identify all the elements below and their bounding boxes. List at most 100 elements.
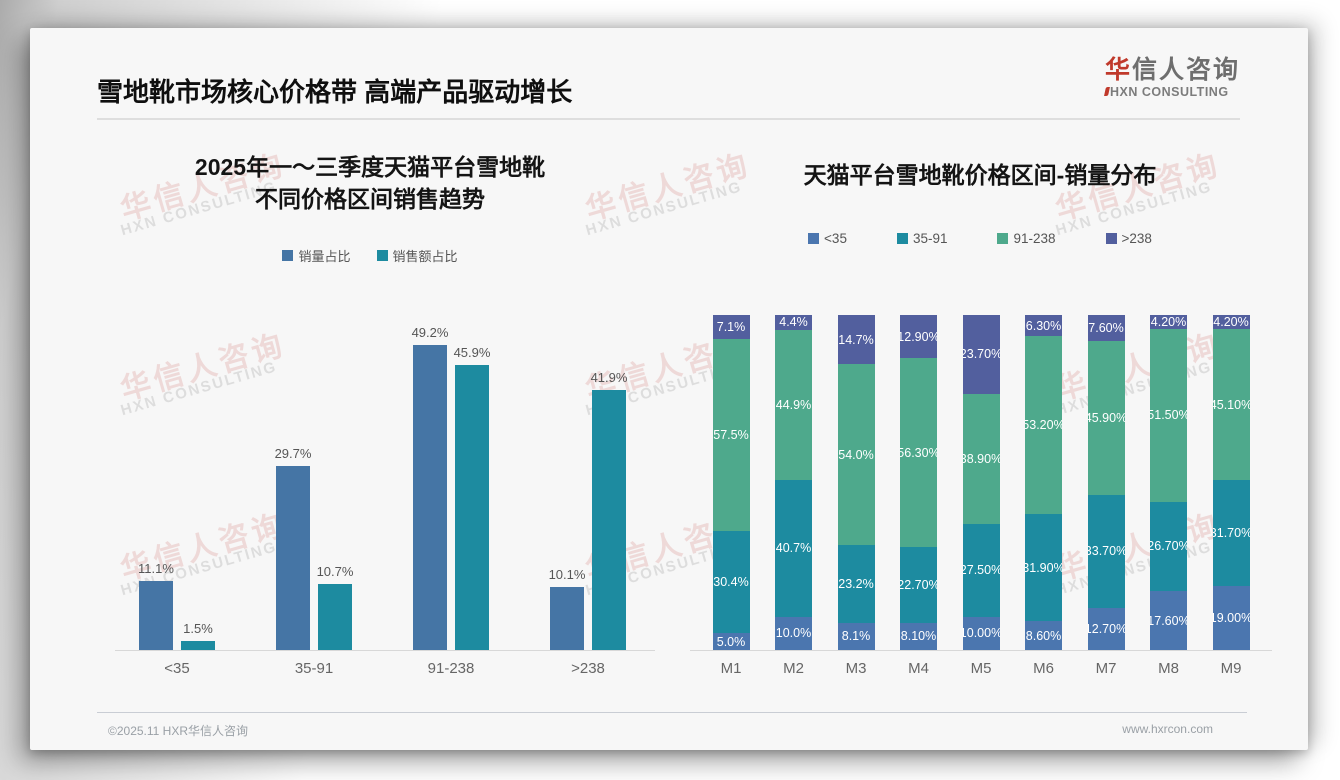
bar-销量占比-91-238[interactable] — [413, 345, 447, 650]
bar-segment-<35-M5[interactable]: 10.00% — [962, 616, 1000, 650]
header-divider — [97, 118, 1240, 120]
legend-item-sales-volume-share[interactable]: 销量占比 — [282, 246, 351, 265]
bar-segment->238-M6[interactable]: 6.30% — [1025, 315, 1062, 337]
bar-value-label: 29.7% — [274, 446, 312, 461]
segment-value-label: 5.0% — [716, 634, 746, 649]
segment-value-label: 6.30% — [1025, 318, 1062, 333]
legend-swatch-icon — [808, 233, 820, 244]
legend-item-gt238[interactable]: >238 — [1105, 231, 1152, 246]
legend-swatch-icon — [997, 233, 1009, 244]
legend-item-91-238[interactable]: 91-238 — [997, 231, 1056, 246]
bar-segment-91-238-M4[interactable]: 56.30% — [900, 358, 937, 547]
segment-value-label: 45.10% — [1212, 397, 1250, 412]
bar-segment-<35-M9[interactable]: 19.00% — [1212, 586, 1250, 650]
category-label-M4: M4 — [908, 660, 929, 677]
bar-segment-35-91-M4[interactable]: 22.70% — [900, 546, 937, 623]
bar-segment->238-M1[interactable]: 7.1% — [712, 315, 750, 339]
bar-segment-35-91-M8[interactable]: 26.70% — [1150, 501, 1187, 591]
category-label-M3: M3 — [845, 660, 867, 677]
legend-item-lt35[interactable]: <35 — [808, 231, 847, 246]
bar-segment-91-238-M8[interactable]: 51.50% — [1150, 329, 1187, 502]
segment-value-label: 53.20% — [1025, 418, 1062, 433]
right-chart-plot: 5.0% 30.4% 57.5% 7.1% M1 10.0% 40.7% 44.9% 4.4% M… — [690, 314, 1272, 677]
bar-segment->238-M5[interactable]: 23.70% — [962, 314, 1000, 395]
segment-value-label: 19.00% — [1212, 611, 1250, 626]
segment-value-label: 10.0% — [775, 626, 812, 641]
bar-segment-35-91-M7[interactable]: 33.70% — [1087, 494, 1125, 608]
bar-segment->238-M8[interactable]: 4.20% — [1150, 315, 1187, 330]
page-title: 雪地靴市场核心价格带 高端产品驱动增长 — [97, 77, 573, 107]
legend-item-sales-amount-share[interactable]: 销售额占比 — [376, 246, 458, 265]
bar-value-label: 11.1% — [138, 561, 174, 576]
footer: ©2025.11 HXR华信人咨询 www.hxrcon.com — [108, 722, 1213, 739]
bar-segment-91-238-M5[interactable]: 38.90% — [962, 394, 1000, 525]
legend-item-35-91[interactable]: 35-91 — [896, 231, 947, 246]
segment-value-label: 33.70% — [1087, 544, 1125, 559]
slide: 华信人咨询 HXN CONSULTING 华信人咨询 HXN CONSULTING 华信… — [30, 28, 1308, 750]
segment-value-label: 54.0% — [838, 447, 874, 462]
category-label-M8: M8 — [1158, 660, 1179, 677]
segment-value-label: 4.20% — [1213, 315, 1249, 330]
bar-segment->238-M3[interactable]: 14.7% — [837, 315, 875, 365]
bar-segment-<35-M8[interactable]: 17.60% — [1150, 591, 1187, 650]
segment-value-label: 8.1% — [841, 629, 871, 644]
bar-segment-35-91-M6[interactable]: 31.90% — [1025, 514, 1062, 622]
bar-segment-91-238-M7[interactable]: 45.90% — [1087, 340, 1125, 495]
bar-segment->238-M7[interactable]: 7.60% — [1087, 315, 1125, 341]
bar-segment-<35-M4[interactable]: 8.10% — [900, 622, 937, 650]
bar-销售额占比-<35[interactable] — [181, 641, 215, 650]
bar-segment->238-M4[interactable]: 12.90% — [900, 315, 937, 359]
segment-value-label: 56.30% — [900, 445, 937, 460]
bar-segment-<35-M7[interactable]: 12.70% — [1087, 607, 1125, 650]
bar-segment-<35-M6[interactable]: 8.60% — [1025, 621, 1062, 650]
segment-value-label: 4.20% — [1150, 315, 1187, 330]
category-label-91-238: 91-238(中高价位) — [427, 660, 475, 677]
segment-value-label: 7.1% — [716, 319, 746, 334]
segment-value-label: 12.90% — [900, 329, 937, 344]
legend-swatch-icon — [282, 250, 294, 261]
legend-label: 91-238 — [1013, 231, 1056, 246]
bar-value-label: 45.9% — [453, 345, 491, 360]
segment-value-label: 40.7% — [775, 541, 812, 556]
segment-value-label: 12.70% — [1087, 621, 1125, 636]
segment-value-label: 17.60% — [1150, 613, 1187, 628]
legend-label: 销售额占比 — [392, 249, 458, 264]
bar-segment-<35-M3[interactable]: 8.1% — [837, 622, 875, 650]
category-label-M2: M2 — [783, 660, 804, 677]
bar-销量占比-35-91[interactable] — [276, 466, 310, 650]
segment-value-label: 22.70% — [900, 577, 937, 592]
bar-销售额占比-91-238[interactable] — [455, 365, 489, 650]
bar-segment-91-238-M9[interactable]: 45.10% — [1212, 329, 1250, 481]
bar-segment-35-91-M5[interactable]: 27.50% — [962, 524, 1000, 617]
bar-segment->238-M2[interactable]: 4.4% — [775, 315, 812, 330]
bar-销售额占比->238[interactable] — [592, 390, 626, 650]
bar-segment-91-238-M6[interactable]: 53.20% — [1025, 336, 1062, 515]
bar-销售额占比-35-91[interactable] — [318, 584, 352, 650]
bar-segment->238-M9[interactable]: 4.20% — [1212, 315, 1250, 330]
bar-segment-35-91-M9[interactable]: 31.70% — [1212, 480, 1250, 587]
bar-销量占比-<35[interactable] — [139, 581, 173, 650]
category-label-M9: M9 — [1220, 660, 1242, 677]
category-label-M6: M6 — [1033, 660, 1054, 677]
footer-website[interactable]: www.hxrcon.com — [1122, 722, 1213, 736]
segment-value-label: 57.5% — [713, 428, 749, 443]
bar-销量占比->238[interactable] — [550, 587, 584, 650]
segment-value-label: 31.70% — [1212, 526, 1250, 541]
bar-segment-91-238-M1[interactable]: 57.5% — [712, 338, 750, 532]
legend-label: <35 — [824, 231, 847, 246]
category-label-M1: M1 — [720, 660, 742, 677]
bar-segment-35-91-M3[interactable]: 23.2% — [837, 545, 875, 623]
left-chart-plot: 11.1% 1.5% <35(低价位) 29.7% 10.7% 35-91(中低价位) 49… — [115, 315, 655, 677]
segment-value-label: 23.2% — [838, 577, 874, 592]
bar-segment-91-238-M3[interactable]: 54.0% — [837, 364, 875, 546]
bar-segment-<35-M1[interactable]: 5.0% — [712, 633, 750, 650]
bar-value-label: 1.5% — [183, 621, 213, 636]
segment-value-label: 7.60% — [1088, 321, 1124, 336]
category-label-35-91: 35-91(中低价位) — [294, 660, 334, 677]
legend-swatch-icon — [376, 250, 388, 261]
bar-segment-91-238-M2[interactable]: 44.9% — [775, 329, 812, 481]
bar-segment-35-91-M2[interactable]: 40.7% — [775, 480, 812, 617]
bar-segment-<35-M2[interactable]: 10.0% — [775, 616, 812, 650]
bar-segment-35-91-M1[interactable]: 30.4% — [712, 531, 750, 634]
